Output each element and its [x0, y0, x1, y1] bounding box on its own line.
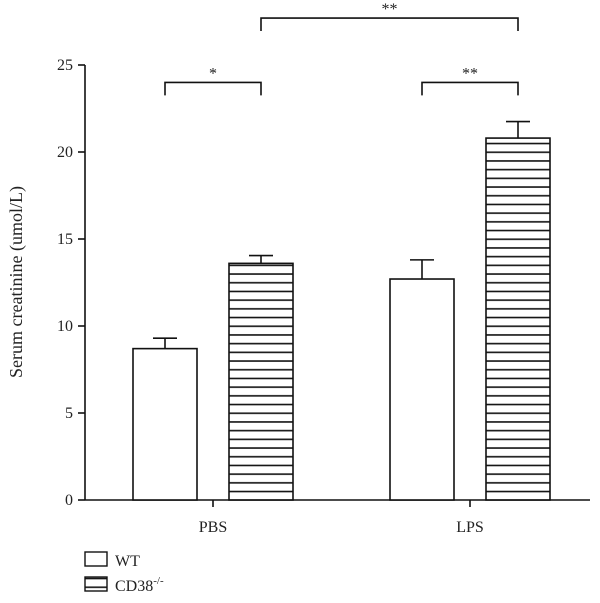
error-bars — [153, 120, 530, 349]
significance-label-2: ** — [382, 1, 398, 18]
x-ticks: PBS LPS — [199, 500, 484, 536]
legend-label-cd38-superscript: -/- — [153, 575, 164, 587]
y-tick-label-15: 15 — [57, 231, 73, 248]
x-tick-label-lps: LPS — [456, 519, 484, 536]
bars — [132, 137, 551, 501]
y-tick-label-25: 25 — [57, 57, 73, 74]
significance-label-0: * — [209, 65, 217, 82]
legend: WT CD38-/- — [84, 551, 164, 595]
y-ticks: 0 5 10 15 20 25 — [57, 57, 85, 509]
bar-cd38-lps — [485, 137, 551, 501]
x-tick-label-pbs: PBS — [199, 519, 227, 536]
significance-bracket-2 — [260, 17, 519, 32]
legend-label-wt: WT — [115, 553, 140, 570]
legend-swatch-cd38 — [84, 576, 108, 592]
bar-wt-pbs — [132, 347, 198, 501]
y-tick-label-0: 0 — [65, 492, 73, 509]
y-tick-label-5: 5 — [65, 405, 73, 422]
significance-label-1: ** — [462, 65, 478, 82]
y-tick-label-10: 10 — [57, 318, 73, 335]
bar-cd38-pbs — [228, 262, 294, 501]
significance-brackets: * **** — [164, 1, 519, 96]
y-axis-label: Serum creatinine (umol/L) — [6, 186, 27, 378]
significance-bracket-1 — [421, 81, 519, 96]
bar-wt-lps — [389, 278, 455, 501]
legend-swatch-wt — [84, 551, 108, 567]
significance-bracket-0 — [164, 81, 262, 96]
y-tick-label-20: 20 — [57, 144, 73, 161]
legend-label-cd38: CD38-/- — [115, 575, 164, 595]
